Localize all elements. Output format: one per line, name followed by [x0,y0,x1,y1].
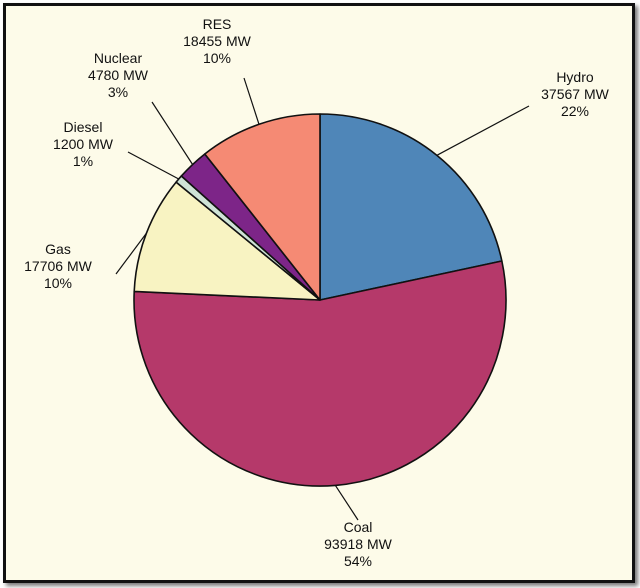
leader-line-coal [334,485,359,521]
slice-name-diesel: Diesel [64,119,103,135]
slice-percent-hydro: 22% [561,103,589,119]
slice-name-coal: Coal [344,519,373,535]
slice-percent-coal: 54% [344,553,372,569]
slice-label-hydro: Hydro 37567 MW 22% [541,69,609,119]
slice-percent-diesel: 1% [73,153,93,169]
slice-value-diesel: 1200 MW [53,136,114,152]
slice-percent-gas: 10% [44,275,72,291]
slice-percent-nuclear: 3% [108,84,128,100]
slice-label-res: RES 18455 MW 10% [183,16,251,66]
slice-value-res: 18455 MW [183,33,251,49]
leader-line-res [243,77,260,125]
slice-label-coal: Coal 93918 MW 54% [324,519,392,569]
slice-label-nuclear: Nuclear 4780 MW 3% [88,50,149,100]
pie-slice-res [204,113,321,301]
pie-chart: Hydro 37567 MW 22% Coal 93918 MW 54% Gas 17706 … [24,16,609,569]
leader-line-gas [115,233,147,275]
slice-name-res: RES [203,16,232,32]
slice-name-hydro: Hydro [556,69,594,85]
leader-line-diesel [127,151,179,180]
leader-lines [115,77,530,521]
slice-percent-res: 10% [203,50,231,66]
chart-frame: Hydro 37567 MW 22% Coal 93918 MW 54% Gas 17706 … [3,3,635,583]
slice-value-gas: 17706 MW [24,258,92,274]
slice-label-diesel: Diesel 1200 MW 1% [53,119,114,169]
slice-value-hydro: 37567 MW [541,86,609,102]
pie-slice-gas [133,181,321,301]
slice-label-gas: Gas 17706 MW 10% [24,241,92,291]
pie-slices [133,113,507,487]
slice-name-gas: Gas [45,241,71,257]
pie-slice-hydro [319,113,503,301]
slice-value-nuclear: 4780 MW [88,67,149,83]
pie-slice-coal [133,260,507,487]
slice-labels: Hydro 37567 MW 22% Coal 93918 MW 54% Gas 17706 … [24,16,609,569]
leader-line-nuclear [151,101,194,165]
leader-line-hydro [436,105,530,156]
slice-name-nuclear: Nuclear [94,50,143,66]
slice-value-coal: 93918 MW [324,536,392,552]
